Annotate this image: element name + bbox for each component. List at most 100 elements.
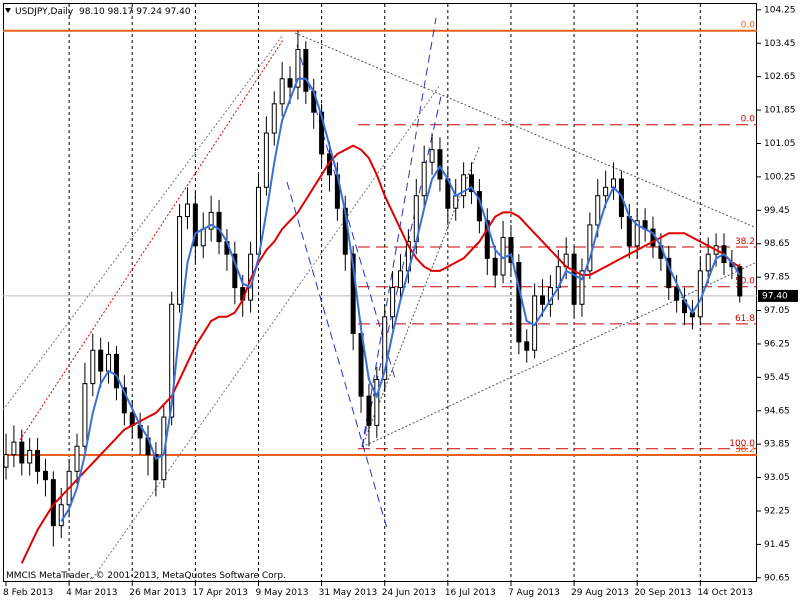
- level-label: 100.0: [729, 439, 755, 449]
- candle-body: [469, 174, 475, 193]
- candle-body: [82, 383, 88, 447]
- candle-body: [437, 149, 443, 180]
- y-tick-label: 92.25: [764, 507, 790, 517]
- candle-body: [19, 441, 25, 464]
- copyright: MMCIS MetaTrader, © 2001-2013, MetaQuote…: [6, 571, 286, 581]
- candle-body: [492, 257, 498, 276]
- x-tick-label: 14 Oct 2013: [697, 588, 753, 598]
- x-tick-label: 16 Jul 2013: [445, 588, 496, 598]
- plot-frame: [3, 3, 757, 582]
- y-tick-label: 102.65: [764, 72, 796, 82]
- candle-body: [177, 216, 183, 305]
- candle-body: [453, 195, 459, 209]
- candle-body: [3, 454, 9, 468]
- candle-body: [42, 470, 48, 481]
- candle-body: [382, 316, 388, 380]
- level-label: 50.0: [735, 277, 755, 287]
- candle-body: [232, 253, 238, 289]
- fan-line: [286, 181, 389, 533]
- candle-body: [366, 395, 372, 426]
- x-tick-label: 31 May 2013: [319, 588, 378, 598]
- y-tick-label: 103.45: [764, 39, 796, 49]
- candle-body: [58, 504, 64, 527]
- candle-body: [255, 186, 261, 255]
- candle-body: [429, 149, 435, 163]
- candle-body: [121, 387, 127, 414]
- candle-body: [398, 270, 403, 289]
- level-label: 61.8: [735, 314, 755, 324]
- candle-body: [595, 195, 601, 226]
- moving-average: [20, 144, 741, 564]
- price-tag-label: 97.40: [762, 291, 788, 301]
- candle-body: [603, 186, 609, 197]
- price-tag: [758, 289, 798, 302]
- y-tick-label: 99.45: [764, 206, 790, 216]
- x-tick-label: 24 Jun 2013: [382, 588, 436, 598]
- y-tick-label: 96.25: [764, 339, 790, 349]
- candle-body: [303, 49, 309, 92]
- x-tick-label: 20 Sep 2013: [634, 588, 691, 598]
- candle-body: [374, 378, 380, 426]
- y-tick-label: 101.05: [764, 139, 796, 149]
- x-tick-label: 17 Apr 2013: [192, 588, 248, 598]
- candle-body: [98, 349, 104, 372]
- level-label: 0.0: [741, 115, 756, 125]
- candle-body: [200, 228, 206, 247]
- x-tick-label: 26 Mar 2013: [129, 588, 186, 598]
- candle-body: [192, 203, 198, 247]
- trend-line: [294, 32, 758, 229]
- candle-body: [579, 270, 585, 305]
- candle-body: [540, 295, 546, 305]
- fan-line: [361, 17, 437, 448]
- x-tick-label: 8 Feb 2013: [3, 588, 53, 598]
- y-tick-label: 100.25: [764, 172, 796, 182]
- candle-body: [524, 341, 530, 351]
- candle-body: [106, 353, 112, 372]
- y-tick-label: 97.05: [764, 306, 790, 316]
- candle-body: [508, 236, 514, 264]
- y-tick-label: 98.65: [764, 239, 790, 249]
- channel-line: [89, 84, 441, 583]
- y-tick-label: 101.85: [764, 106, 796, 116]
- candle-body: [634, 220, 640, 247]
- candle-body: [295, 49, 301, 88]
- level-label: 38.2: [735, 237, 755, 247]
- candle-body: [113, 353, 119, 389]
- candle-body: [74, 445, 80, 472]
- candle-body: [35, 449, 41, 472]
- y-tick-label: 94.65: [764, 406, 790, 416]
- candle-body: [90, 349, 96, 385]
- candle-body: [263, 132, 269, 188]
- candle-body: [184, 203, 190, 218]
- candle-body: [516, 262, 522, 343]
- candle-body: [153, 454, 159, 481]
- menu-arrow[interactable]: [5, 8, 11, 13]
- x-tick-label: 9 May 2013: [255, 588, 308, 598]
- y-tick-label: 97.85: [764, 273, 790, 283]
- candle-body: [421, 161, 427, 197]
- y-tick-label: 93.05: [764, 473, 790, 483]
- candle-body: [319, 111, 325, 155]
- candle-body: [626, 216, 632, 247]
- candle-body: [674, 287, 680, 301]
- candle-body: [461, 174, 467, 197]
- y-tick-label: 104.25: [764, 5, 796, 15]
- moving-average: [60, 77, 741, 522]
- candle-body: [208, 211, 214, 230]
- candle-body: [705, 253, 711, 272]
- candle-body: [287, 78, 293, 88]
- x-tick-label: 4 Mar 2013: [66, 588, 117, 598]
- candle-body: [571, 253, 577, 305]
- y-tick-label: 91.45: [764, 540, 790, 550]
- x-tick-label: 29 Aug 2013: [571, 588, 629, 598]
- y-tick-label: 95.45: [764, 373, 790, 383]
- chart-title: USDJPY,Daily 98.10 98.17 97.24 97.40: [15, 7, 191, 17]
- x-tick-label: 7 Aug 2013: [508, 588, 560, 598]
- candle-body: [279, 78, 285, 105]
- candle-body: [216, 211, 222, 243]
- level-label: 0.0: [741, 21, 756, 31]
- candle-body: [350, 253, 356, 335]
- candle-body: [484, 220, 490, 259]
- candle-body: [11, 441, 17, 456]
